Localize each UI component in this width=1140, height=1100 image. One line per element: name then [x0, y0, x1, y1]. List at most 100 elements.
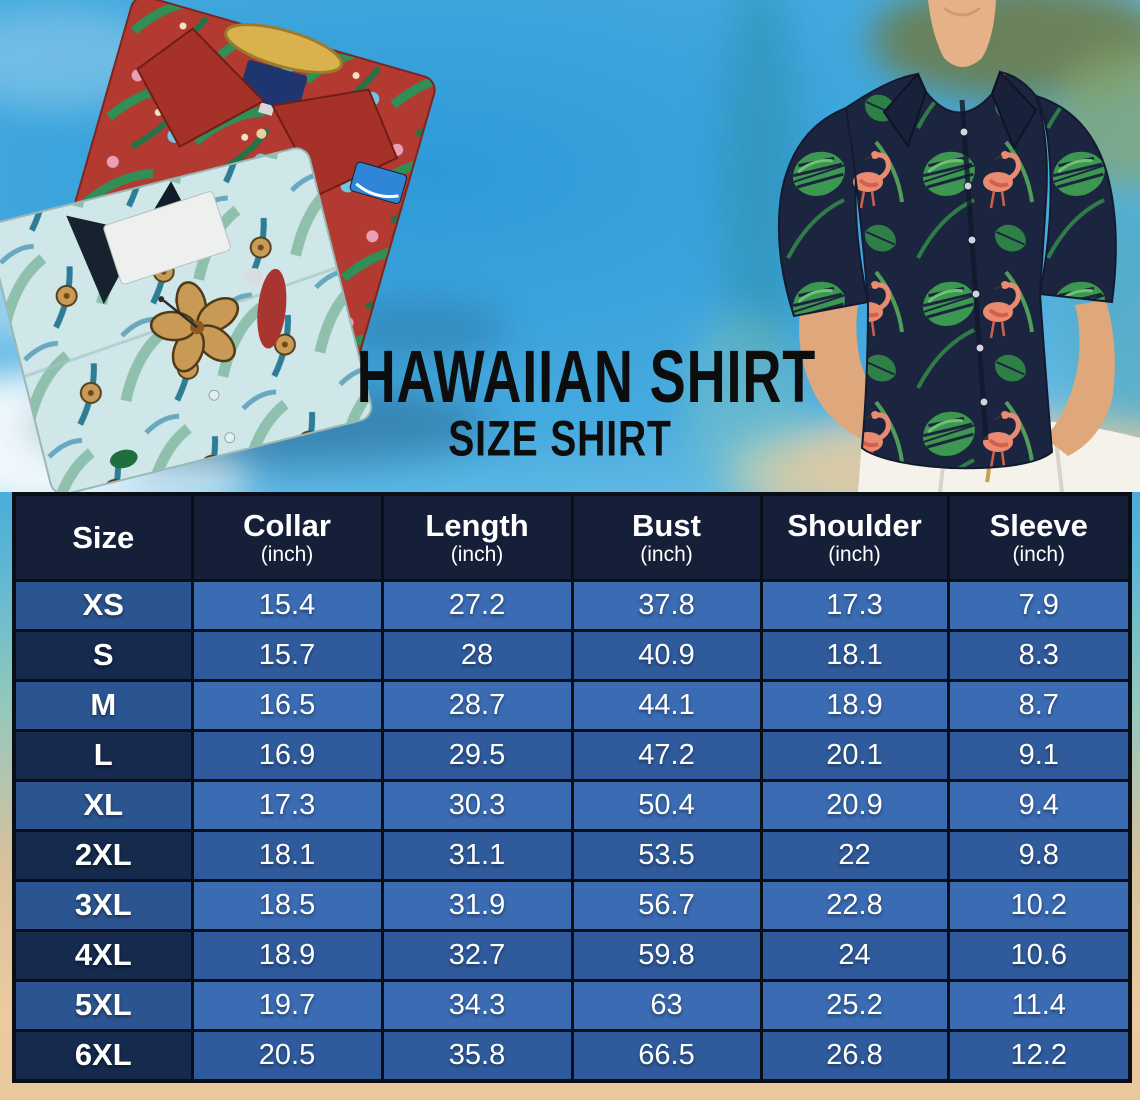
size-cell: M	[12, 678, 194, 732]
title-block: HAWAIIAN SHIRT SIZE SHIRT	[312, 339, 816, 467]
column-header-size: Size	[12, 492, 194, 582]
flamingo-shirt-torso	[844, 70, 1054, 470]
table-row-3xl: 3XL 18.5 31.9 56.7 22.8 10.2	[12, 878, 1132, 932]
collar-right	[990, 70, 1038, 151]
value-cell: 37.8	[570, 578, 763, 632]
teal-hawaiian-shirt	[0, 147, 373, 492]
table-row-xs: XS 15.4 27.2 37.8 17.3 7.9	[12, 578, 1132, 632]
shirt-buttons	[959, 127, 989, 407]
value-cell: 16.9	[190, 728, 384, 782]
size-cell: S	[12, 628, 194, 682]
value-cell: 17.3	[190, 778, 384, 832]
value-cell: 25.2	[759, 978, 950, 1032]
value-cell: 50.4	[570, 778, 763, 832]
model-photo	[777, 0, 1140, 492]
collar-left	[882, 72, 928, 149]
value-cell: 40.9	[570, 628, 763, 682]
value-cell: 19.7	[190, 978, 384, 1032]
right-sleeve	[1034, 94, 1117, 304]
value-cell: 9.8	[946, 828, 1132, 882]
green-bird	[110, 449, 138, 469]
column-header-length: Length (inch)	[380, 492, 574, 582]
page-title: HAWAIIAN SHIRT	[356, 334, 817, 418]
value-cell: 18.9	[190, 928, 384, 982]
hibiscus-flower	[149, 281, 240, 373]
value-cell: 20.5	[190, 1028, 384, 1083]
value-cell: 24	[759, 928, 950, 982]
table-row-6xl: 6XL 20.5 35.8 66.5 26.8 12.2	[12, 1028, 1132, 1083]
table-row-m: M 16.5 28.7 44.1 18.9 8.7	[12, 678, 1132, 732]
value-cell: 35.8	[380, 1028, 574, 1083]
value-cell: 53.5	[570, 828, 763, 882]
value-cell: 66.5	[570, 1028, 763, 1083]
button-placket	[959, 99, 989, 441]
value-cell: 16.5	[190, 678, 384, 732]
value-cell: 20.9	[759, 778, 950, 832]
column-header-collar: Collar (inch)	[190, 492, 384, 582]
value-cell: 18.1	[190, 828, 384, 882]
value-cell: 12.2	[946, 1028, 1132, 1083]
size-cell: 3XL	[12, 878, 194, 932]
logo-patch	[349, 161, 408, 204]
right-forearm	[1045, 300, 1115, 456]
value-cell: 32.7	[380, 928, 574, 982]
value-cell: 8.3	[946, 628, 1132, 682]
value-cell: 11.4	[946, 978, 1132, 1032]
size-cell: 4XL	[12, 928, 194, 982]
hero-banner	[0, 0, 1140, 492]
value-cell: 34.3	[380, 978, 574, 1032]
column-header-shoulder: Shoulder (inch)	[759, 492, 950, 582]
value-cell: 27.2	[380, 578, 574, 632]
value-cell: 29.5	[380, 728, 574, 782]
parrot	[257, 268, 287, 349]
page-subtitle: SIZE SHIRT	[448, 409, 672, 467]
column-header-bust: Bust (inch)	[570, 492, 763, 582]
neck	[928, 0, 996, 67]
value-cell: 47.2	[570, 728, 763, 782]
table-row-xl: XL 17.3 30.3 50.4 20.9 9.4	[12, 778, 1132, 832]
gold-crest-label	[224, 23, 344, 74]
value-cell: 31.1	[380, 828, 574, 882]
value-cell: 20.1	[759, 728, 950, 782]
value-cell: 9.1	[946, 728, 1132, 782]
value-cell: 31.9	[380, 878, 574, 932]
table-row-s: S 15.7 28 40.9 18.1 8.3	[12, 628, 1132, 682]
value-cell: 15.4	[190, 578, 384, 632]
table-row-l: L 16.9 29.5 47.2 20.1 9.1	[12, 728, 1132, 782]
value-cell: 10.2	[946, 878, 1132, 932]
size-cell: XL	[12, 778, 194, 832]
value-cell: 59.8	[570, 928, 763, 982]
table-header-row: Size Collar (inch) Length (inch) Bust (inch) Sh…	[12, 492, 1132, 582]
table-row-5xl: 5XL 19.7 34.3 63 25.2 11.4	[12, 978, 1132, 1032]
value-cell: 56.7	[570, 878, 763, 932]
red-collar-left	[136, 27, 266, 149]
value-cell: 18.1	[759, 628, 950, 682]
value-cell: 22	[759, 828, 950, 882]
value-cell: 15.7	[190, 628, 384, 682]
size-cell: 2XL	[12, 828, 194, 882]
value-cell: 63	[570, 978, 763, 1032]
value-cell: 26.8	[759, 1028, 950, 1083]
column-header-sleeve: Sleeve (inch)	[946, 492, 1132, 582]
table-row-2xl: 2XL 18.1 31.1 53.5 22 9.8	[12, 828, 1132, 882]
value-cell: 28.7	[380, 678, 574, 732]
value-cell: 8.7	[946, 678, 1132, 732]
value-cell: 7.9	[946, 578, 1132, 632]
value-cell: 30.3	[380, 778, 574, 832]
value-cell: 28	[380, 628, 574, 682]
size-chart-table: Size Collar (inch) Length (inch) Bust (inch) Sh…	[12, 492, 1132, 1083]
value-cell: 22.8	[759, 878, 950, 932]
value-cell: 18.9	[759, 678, 950, 732]
value-cell: 18.5	[190, 878, 384, 932]
size-cell: L	[12, 728, 194, 782]
value-cell: 44.1	[570, 678, 763, 732]
folded-shirts-photo	[0, 0, 510, 492]
size-cell: XS	[12, 578, 194, 632]
chest-pocket	[103, 191, 231, 285]
size-cell: 5XL	[12, 978, 194, 1032]
value-cell: 9.4	[946, 778, 1132, 832]
value-cell: 10.6	[946, 928, 1132, 982]
table-row-4xl: 4XL 18.9 32.7 59.8 24 10.6	[12, 928, 1132, 982]
size-cell: 6XL	[12, 1028, 194, 1083]
value-cell: 17.3	[759, 578, 950, 632]
